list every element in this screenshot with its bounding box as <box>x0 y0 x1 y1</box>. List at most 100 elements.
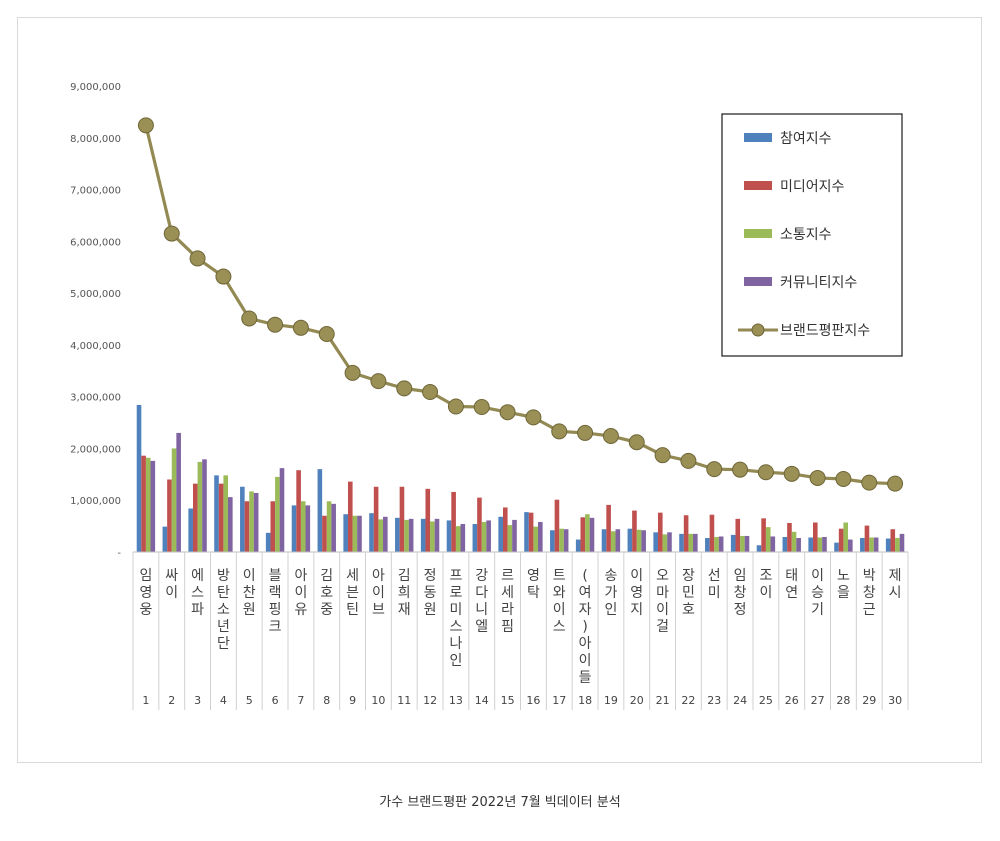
bar-커뮤니티지수-cat-8 <box>357 515 362 552</box>
y-axis: - 1,000,000 2,000,000 3,000,000 4,000,000 5,0… <box>70 82 121 559</box>
bar-소통지수-cat-0 <box>145 457 151 552</box>
bar-참여지수-cat-3 <box>214 475 219 552</box>
bar-커뮤니티지수-cat-11 <box>434 518 440 552</box>
rank-label: 6 <box>272 694 279 707</box>
bar-참여지수-cat-25 <box>782 536 788 552</box>
bar-소통지수-cat-23 <box>740 535 745 552</box>
chart-frame: - 1,000,000 2,000,000 3,000,000 4,000,000 5,0… <box>17 17 982 763</box>
bar-소통지수-cat-29 <box>895 538 900 552</box>
brand-index-point-cat-16 <box>551 423 568 440</box>
bar-소통지수-cat-9 <box>378 519 384 552</box>
bar-커뮤니티지수-cat-4 <box>253 492 259 552</box>
bar-소통지수-cat-7 <box>326 501 332 552</box>
bar-참여지수-cat-5 <box>265 532 271 552</box>
brand-index-point-cat-19 <box>628 434 645 451</box>
rank-label: 17 <box>552 694 566 707</box>
legend-label: 브랜드평판지수 <box>780 323 870 339</box>
bar-소통지수-cat-6 <box>300 501 306 552</box>
bar-참여지수-cat-27 <box>834 542 839 552</box>
chart-svg: - 1,000,000 2,000,000 3,000,000 4,000,000 5,0… <box>70 82 909 710</box>
bar-소통지수-cat-4 <box>249 491 254 552</box>
y-tick-label: 6,000,000 <box>70 237 121 248</box>
bar-미디어지수-cat-8 <box>347 481 353 552</box>
bar-커뮤니티지수-cat-29 <box>899 533 905 552</box>
bar-소통지수-cat-20 <box>662 534 668 552</box>
rank-label: 2 <box>168 694 175 707</box>
bar-커뮤니티지수-cat-20 <box>667 532 672 552</box>
bar-미디어지수-cat-4 <box>244 501 250 552</box>
bar-소통지수-cat-22 <box>714 536 719 552</box>
rank-label: 9 <box>349 694 356 707</box>
bar-참여지수-cat-16 <box>550 530 555 552</box>
bar-커뮤니티지수-cat-16 <box>563 529 569 552</box>
bar-소통지수-cat-12 <box>455 526 461 552</box>
bar-미디어지수-cat-13 <box>477 497 482 552</box>
bar-미디어지수-cat-21 <box>683 515 689 552</box>
brand-index-point-cat-1 <box>163 225 180 242</box>
bar-커뮤니티지수-cat-14 <box>512 519 517 552</box>
rank-label: 14 <box>475 694 489 707</box>
bar-소통지수-cat-1 <box>171 448 177 552</box>
bar-미디어지수-cat-18 <box>606 504 611 552</box>
bar-참여지수-cat-6 <box>291 505 297 552</box>
brand-index-line <box>137 117 904 492</box>
bar-미디어지수-cat-25 <box>787 523 792 552</box>
bar-참여지수-cat-7 <box>317 469 323 552</box>
brand-index-point-cat-12 <box>447 398 464 415</box>
bar-참여지수-cat-15 <box>524 512 529 552</box>
y-tick-label: - <box>117 548 121 559</box>
bar-참여지수-cat-2 <box>188 508 193 552</box>
brand-index-point-cat-8 <box>344 364 361 381</box>
bar-커뮤니티지수-cat-0 <box>150 460 156 552</box>
rank-label: 13 <box>449 694 463 707</box>
bar-미디어지수-cat-26 <box>812 522 818 552</box>
legend-label: 커뮤니티지수 <box>780 275 857 291</box>
brand-index-point-cat-3 <box>215 268 232 285</box>
chart-caption: 가수 브랜드평판 2022년 7월 빅데이터 분석 <box>379 795 621 810</box>
rank-label: 26 <box>785 694 799 707</box>
rank-label: 16 <box>526 694 540 707</box>
bar-미디어지수-cat-23 <box>735 518 741 552</box>
brand-index-point-cat-18 <box>602 428 619 445</box>
legend-swatch-marker <box>751 323 765 337</box>
bar-참여지수-cat-4 <box>240 486 245 552</box>
legend-swatch-참여지수 <box>744 133 772 142</box>
bar-참여지수-cat-19 <box>627 528 633 552</box>
brand-index-point-cat-24 <box>757 464 774 481</box>
bar-커뮤니티지수-cat-10 <box>408 518 414 552</box>
brand-index-point-cat-22 <box>706 461 723 478</box>
bar-커뮤니티지수-cat-25 <box>796 538 801 552</box>
bar-참여지수-cat-23 <box>730 534 736 552</box>
bar-참여지수-cat-28 <box>860 538 865 552</box>
bar-소통지수-cat-24 <box>765 527 771 552</box>
bar-커뮤니티지수-cat-3 <box>228 497 233 552</box>
bar-미디어지수-cat-17 <box>580 517 586 552</box>
rank-label: 24 <box>733 694 747 707</box>
bar-미디어지수-cat-28 <box>864 525 870 552</box>
bar-참여지수-cat-24 <box>756 545 762 552</box>
bar-참여지수-cat-21 <box>679 533 684 552</box>
bar-미디어지수-cat-19 <box>632 510 637 552</box>
brand-index-point-cat-4 <box>241 310 258 327</box>
bar-커뮤니티지수-cat-28 <box>873 537 879 552</box>
rank-label: 12 <box>423 694 437 707</box>
bar-참여지수-cat-22 <box>705 538 710 552</box>
y-tick-label: 5,000,000 <box>70 289 121 300</box>
bar-참여지수-cat-14 <box>498 516 503 552</box>
bar-커뮤니티지수-cat-26 <box>822 536 827 552</box>
bar-미디어지수-cat-29 <box>890 529 896 552</box>
bar-소통지수-cat-2 <box>197 461 203 552</box>
bar-참여지수-cat-8 <box>343 514 348 552</box>
y-tick-label: 1,000,000 <box>70 496 121 507</box>
rank-label: 22 <box>681 694 695 707</box>
bar-미디어지수-cat-16 <box>554 499 560 552</box>
